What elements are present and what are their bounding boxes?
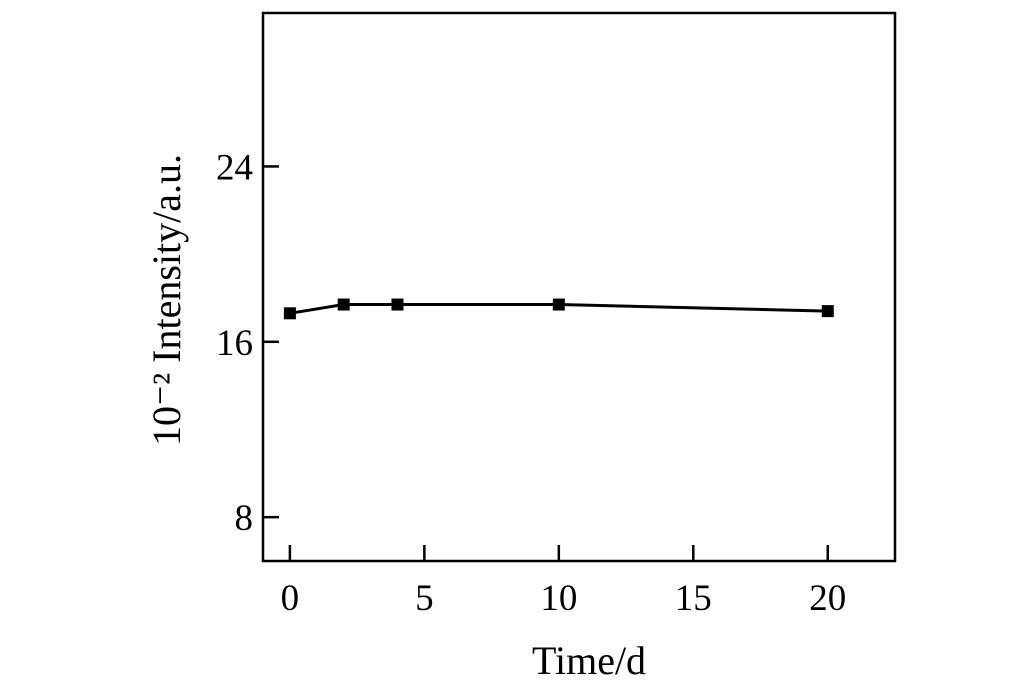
data-series <box>283 298 834 320</box>
data-point <box>552 298 565 311</box>
y-tick-label: 16 <box>216 323 253 364</box>
data-point <box>821 305 834 318</box>
x-tick-label: 0 <box>281 578 300 619</box>
x-tick-label: 20 <box>809 578 846 619</box>
data-point <box>391 298 404 311</box>
data-point <box>337 298 350 311</box>
plot-frame <box>261 11 897 563</box>
y-axis-ticks: 8 16 24 <box>216 147 279 539</box>
x-axis-ticks: 0 5 10 15 20 <box>281 545 846 619</box>
data-point <box>283 307 296 320</box>
x-tick-label: 5 <box>415 578 434 619</box>
x-tick-label: 10 <box>540 578 577 619</box>
y-axis-title: 10⁻² Intensity/a.u. <box>144 154 189 446</box>
y-tick-label: 24 <box>216 147 253 188</box>
x-tick-label: 15 <box>675 578 712 619</box>
x-axis-title: Time/d <box>532 638 646 683</box>
y-tick-label: 8 <box>235 498 254 539</box>
